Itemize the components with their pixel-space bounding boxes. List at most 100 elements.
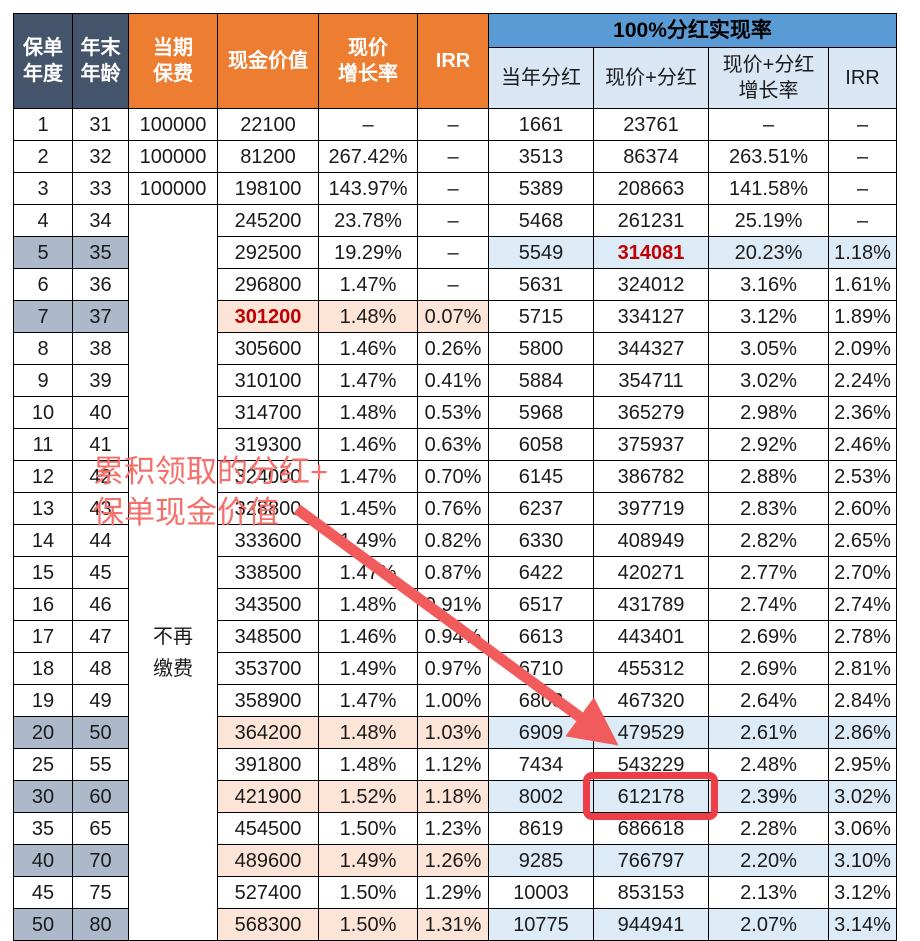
cell-irr: – — [417, 204, 489, 237]
cell-cv-plus-dividend: 397719 — [593, 492, 709, 525]
cell-dividend: 3513 — [488, 140, 594, 173]
cell-irr: 1.00% — [417, 684, 489, 717]
cell-policy-year: 5 — [13, 236, 73, 269]
cell-policy-year: 45 — [13, 876, 73, 909]
cell-cv-plus-dividend: 467320 — [593, 684, 709, 717]
cell-cash-value: 198100 — [217, 172, 319, 205]
cell-cv-growth: 1.47% — [318, 364, 418, 397]
header-irr: IRR — [417, 13, 489, 109]
cell-policy-year: 4 — [13, 204, 73, 237]
cell-dividend: 8002 — [488, 780, 594, 813]
cell-age: 45 — [72, 556, 129, 589]
cell-policy-year: 15 — [13, 556, 73, 589]
cell-cv-growth: 1.48% — [318, 716, 418, 749]
header-row-top: 保单 年度 年末 年龄 当期 保费 现金价值 现价 增长率 IRR 100%分红… — [13, 13, 898, 109]
cell-dividend: 5389 — [488, 172, 594, 205]
cell-cv-plus-dividend: 420271 — [593, 556, 709, 589]
cell-cv-growth: 1.46% — [318, 332, 418, 365]
cell-cv-growth: 1.48% — [318, 396, 418, 429]
cell-cv-plus-dividend: 431789 — [593, 588, 709, 621]
annotation-text: 累积领取的分红+ 保单现金价值 — [93, 451, 328, 533]
cell-irr-dividend: 2.53% — [827, 460, 898, 493]
cell-cvd-growth: 2.64% — [708, 684, 829, 717]
table-row: 30 60 421900 1.52% 1.18% 8002 612178 2.39% 3.02% — [13, 780, 898, 813]
cell-irr: 0.94% — [417, 620, 489, 653]
cell-cv-growth: 1.49% — [318, 652, 418, 685]
cell-age: 60 — [72, 780, 129, 813]
cell-cv-growth: 1.47% — [318, 268, 418, 301]
cell-cv-plus-dividend: 344327 — [593, 332, 709, 365]
cell-cv-growth: 1.47% — [318, 556, 418, 589]
cell-premium: 100000 — [128, 108, 218, 141]
table-row: 12 42 324000 1.47% 0.70% 6145 386782 2.88% 2.53% — [13, 460, 898, 493]
cell-age: 80 — [72, 908, 129, 941]
cell-cv-growth: 1.46% — [318, 620, 418, 653]
cell-cvd-growth: 2.83% — [708, 492, 829, 525]
cell-policy-year: 20 — [13, 716, 73, 749]
cell-cv-growth: 1.52% — [318, 780, 418, 813]
header-row-sub: 当年分红 现价+分红 现价+分红 增长率 IRR — [14, 47, 898, 109]
cell-irr: 1.26% — [417, 844, 489, 877]
cell-cvd-growth: 3.05% — [708, 332, 829, 365]
cell-policy-year: 17 — [13, 620, 73, 653]
cell-cv-growth: 1.50% — [318, 812, 418, 845]
cell-irr-dividend: 3.10% — [827, 844, 898, 877]
cell-cash-value: 324000 — [217, 460, 319, 493]
cell-policy-year: 40 — [13, 844, 73, 877]
cell-irr-dividend: 2.09% — [827, 332, 898, 365]
cell-irr-dividend: 2.84% — [827, 684, 898, 717]
table-row: 8 38 305600 1.46% 0.26% 5800 344327 3.05% 2.09% — [13, 332, 898, 365]
cell-cv-growth: 1.50% — [318, 908, 418, 941]
header-cv-growth: 现价 增长率 — [318, 13, 418, 109]
annotation-line2: 保单现金价值 — [93, 495, 279, 530]
cell-irr-dividend: – — [827, 140, 898, 173]
cell-irr: 0.70% — [417, 460, 489, 493]
annotation-line1: 累积领取的分红+ — [93, 454, 329, 489]
cell-cv-growth: 267.42% — [318, 140, 418, 173]
cell-age: 48 — [72, 652, 129, 685]
cell-policy-year: 18 — [13, 652, 73, 685]
cell-dividend: 6710 — [488, 652, 594, 685]
cell-cash-value: 292500 — [217, 236, 319, 269]
cell-irr: 0.91% — [417, 588, 489, 621]
cell-dividend: 5968 — [488, 396, 594, 429]
cell-age: 39 — [72, 364, 129, 397]
cell-cv-plus-dividend: 324012 — [593, 268, 709, 301]
cell-irr-dividend: 2.74% — [827, 588, 898, 621]
cell-dividend: 10775 — [488, 908, 594, 941]
table-row: 7 37 301200 1.48% 0.07% 5715 334127 3.12% 1.89% — [13, 300, 898, 333]
cell-policy-year: 16 — [13, 588, 73, 621]
cell-cvd-growth: 2.82% — [708, 524, 829, 557]
cell-cvd-growth: 2.20% — [708, 844, 829, 877]
cell-age: 34 — [72, 204, 129, 237]
cell-age: 40 — [72, 396, 129, 429]
cell-cv-plus-dividend: 208663 — [593, 172, 709, 205]
cell-cash-value: 343500 — [217, 588, 319, 621]
table-row: 35 65 454500 1.50% 1.23% 8619 686618 2.28% 3.06% — [13, 812, 898, 845]
cell-irr: – — [417, 140, 489, 173]
cell-policy-year: 30 — [13, 780, 73, 813]
cell-dividend: 6422 — [488, 556, 594, 589]
cell-policy-year: 50 — [13, 908, 73, 941]
cell-irr: 0.41% — [417, 364, 489, 397]
cell-cvd-growth: 25.19% — [708, 204, 829, 237]
cell-cvd-growth: 3.16% — [708, 268, 829, 301]
cell-cv-plus-dividend: 853153 — [593, 876, 709, 909]
header-cash-value: 现金价值 — [217, 13, 319, 109]
cell-policy-year: 7 — [13, 300, 73, 333]
cell-cv-plus-dividend: 354711 — [593, 364, 709, 397]
cell-premium-merged: 不再 缴费 — [128, 204, 218, 941]
cell-age: 43 — [72, 492, 129, 525]
table-row: 6 36 296800 1.47% –5631 324012 3.16% 1.61% — [13, 268, 898, 301]
cell-cv-growth: 1.50% — [318, 876, 418, 909]
cell-dividend: 6803 — [488, 684, 594, 717]
cell-dividend: 5715 — [488, 300, 594, 333]
cell-policy-year: 25 — [13, 748, 73, 781]
cell-cv-plus-dividend: 386782 — [593, 460, 709, 493]
cell-age: 47 — [72, 620, 129, 653]
cell-age: 42 — [72, 460, 129, 493]
cell-irr-dividend: 2.65% — [827, 524, 898, 557]
cell-dividend: 7434 — [488, 748, 594, 781]
cell-irr: 1.29% — [417, 876, 489, 909]
cell-irr-dividend: 2.60% — [827, 492, 898, 525]
